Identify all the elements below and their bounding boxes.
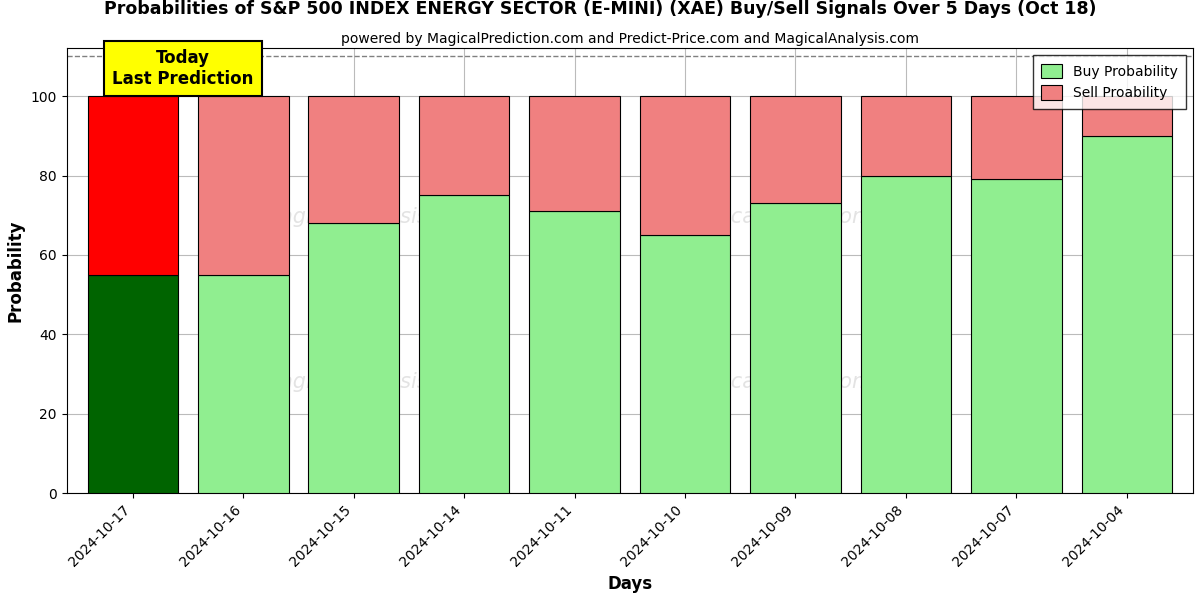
Bar [1081, 96, 1172, 136]
Text: MagicalPrediction.com: MagicalPrediction.com [682, 208, 917, 227]
Bar [971, 96, 1062, 179]
Bar [860, 176, 952, 493]
Bar [529, 96, 620, 211]
Text: MagicalPrediction.com: MagicalPrediction.com [682, 372, 917, 392]
Text: Probabilities of S&P 500 INDEX ENERGY SECTOR (E-MINI) (XAE) Buy/Sell Signals Ove: Probabilities of S&P 500 INDEX ENERGY SE… [103, 0, 1097, 18]
Bar [529, 211, 620, 493]
Bar [419, 196, 510, 493]
Bar [88, 275, 178, 493]
Bar [419, 96, 510, 196]
Text: MagicalAnalysis.com: MagicalAnalysis.com [263, 208, 479, 227]
Bar [750, 203, 841, 493]
Bar [308, 223, 400, 493]
Bar [88, 96, 178, 275]
Bar [198, 275, 288, 493]
Text: Today
Last Prediction: Today Last Prediction [112, 49, 253, 88]
Bar [860, 96, 952, 176]
Bar [1081, 136, 1172, 493]
Title: powered by MagicalPrediction.com and Predict-Price.com and MagicalAnalysis.com: powered by MagicalPrediction.com and Pre… [341, 32, 919, 46]
Legend: Buy Probability, Sell Proability: Buy Probability, Sell Proability [1033, 55, 1186, 109]
Bar [750, 96, 841, 203]
Bar [308, 96, 400, 223]
X-axis label: Days: Days [607, 575, 653, 593]
Bar [640, 235, 731, 493]
Bar [198, 96, 288, 275]
Text: MagicalAnalysis.com: MagicalAnalysis.com [263, 372, 479, 392]
Y-axis label: Probability: Probability [7, 220, 25, 322]
Bar [640, 96, 731, 235]
Bar [971, 179, 1062, 493]
